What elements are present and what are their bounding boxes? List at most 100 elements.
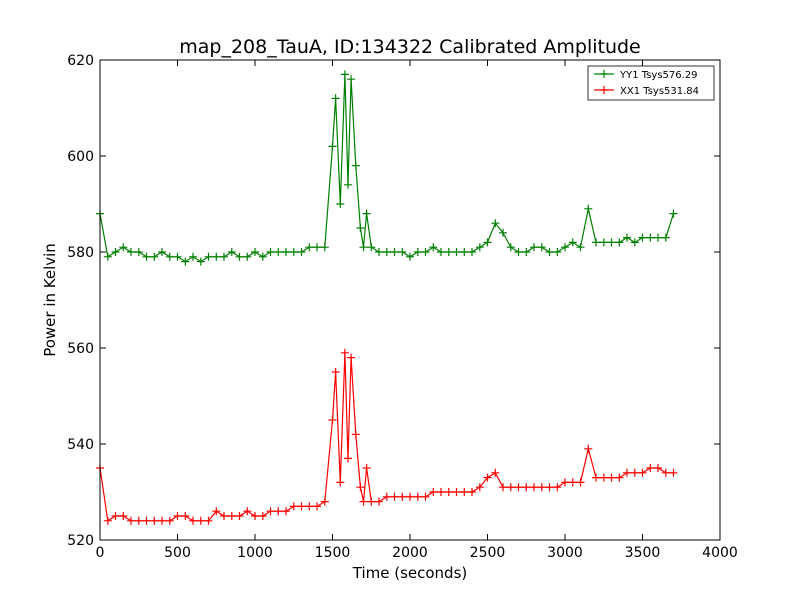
data-point-yy1 — [305, 243, 314, 252]
data-point-yy1 — [356, 224, 365, 232]
x-tick-label: 1500 — [315, 545, 351, 561]
data-point-xx1 — [421, 492, 430, 501]
data-point-xx1 — [258, 512, 267, 520]
data-point-xx1 — [127, 516, 135, 525]
y-tick-label: 540 — [67, 437, 94, 453]
y-tick-label: 580 — [67, 245, 94, 261]
data-point-xx1 — [331, 368, 340, 376]
data-point-yy1 — [499, 228, 507, 237]
data-point-xx1 — [506, 483, 515, 492]
data-point-xx1 — [142, 516, 151, 525]
data-point-xx1 — [297, 502, 306, 511]
data-point-yy1 — [537, 243, 546, 252]
data-point-yy1 — [340, 70, 349, 79]
data-point-yy1 — [375, 248, 383, 256]
data-point-yy1 — [561, 243, 569, 252]
data-point-xx1 — [103, 516, 112, 525]
data-point-xx1 — [530, 483, 538, 492]
y-tick-label: 600 — [67, 149, 94, 165]
data-point-yy1 — [266, 248, 275, 256]
data-point-yy1 — [119, 243, 128, 252]
data-point-yy1 — [362, 209, 371, 218]
data-point-xx1 — [599, 473, 608, 482]
data-point-xx1 — [150, 516, 159, 525]
y-tick-label: 520 — [67, 533, 94, 549]
data-point-xx1 — [243, 507, 252, 516]
legend: YY1 Tsys576.29 XX1 Tsys531.84 — [587, 65, 715, 101]
x-tick-label: 3000 — [547, 545, 583, 561]
data-point-yy1 — [344, 180, 352, 189]
data-point-xx1 — [669, 468, 678, 477]
data-point-yy1 — [173, 252, 182, 261]
data-point-xx1 — [220, 512, 228, 520]
data-point-yy1 — [654, 233, 662, 242]
data-point-xx1 — [251, 512, 259, 520]
data-point-xx1 — [468, 488, 476, 496]
data-point-yy1 — [331, 94, 340, 103]
data-point-yy1 — [638, 233, 647, 242]
data-point-xx1 — [173, 512, 182, 520]
data-point-yy1 — [437, 248, 445, 256]
data-point-yy1 — [142, 252, 151, 261]
data-point-yy1 — [220, 252, 228, 261]
x-tick-label: 500 — [164, 545, 191, 561]
data-point-xx1 — [646, 464, 655, 472]
data-point-xx1 — [452, 488, 461, 496]
data-point-xx1 — [654, 464, 662, 472]
data-point-xx1 — [406, 492, 414, 501]
data-point-yy1 — [251, 248, 259, 256]
data-point-yy1 — [475, 243, 484, 252]
data-point-yy1 — [359, 243, 368, 252]
data-point-xx1 — [499, 483, 507, 492]
data-point-yy1 — [429, 243, 438, 252]
data-point-yy1 — [452, 248, 461, 256]
data-point-yy1 — [212, 252, 221, 261]
data-point-yy1 — [661, 233, 670, 242]
data-point-yy1 — [235, 252, 244, 261]
data-point-yy1 — [320, 243, 329, 252]
legend-label-xx1: XX1 Tsys531.84 — [620, 86, 699, 97]
data-point-xx1 — [305, 502, 314, 511]
data-point-yy1 — [522, 248, 531, 256]
data-point-xx1 — [282, 507, 290, 516]
ticks-layer: 0 500 1000 1500 2000 2500 3000 3500 4000 520 540 56… — [67, 53, 738, 561]
data-point-yy1 — [491, 219, 500, 228]
data-point-yy1 — [189, 252, 197, 261]
data-point-yy1 — [367, 243, 376, 252]
data-point-xx1 — [313, 502, 321, 511]
data-point-xx1 — [235, 512, 244, 520]
series-layer — [96, 70, 678, 525]
data-point-xx1 — [351, 430, 360, 439]
data-point-yy1 — [584, 204, 593, 213]
data-point-yy1 — [336, 200, 345, 208]
data-point-yy1 — [483, 238, 492, 247]
data-point-yy1 — [568, 238, 577, 247]
data-point-xx1 — [274, 507, 283, 516]
data-point-xx1 — [320, 497, 329, 506]
data-point-yy1 — [150, 252, 159, 261]
data-point-yy1 — [282, 248, 290, 256]
data-point-xx1 — [119, 512, 128, 520]
x-tick-label: 1000 — [237, 545, 273, 561]
data-point-xx1 — [375, 497, 383, 506]
data-point-xx1 — [362, 464, 371, 472]
data-point-xx1 — [630, 468, 639, 477]
data-point-xx1 — [576, 478, 585, 487]
data-point-xx1 — [289, 502, 298, 511]
data-point-xx1 — [158, 516, 166, 525]
data-point-xx1 — [212, 507, 221, 516]
x-tick-label: 2500 — [470, 545, 506, 561]
data-point-yy1 — [623, 233, 631, 242]
data-point-xx1 — [623, 468, 631, 477]
data-point-yy1 — [398, 248, 407, 256]
data-point-xx1 — [181, 512, 190, 520]
data-point-xx1 — [537, 483, 546, 492]
data-point-xx1 — [437, 488, 445, 496]
chart-title: map_208_TauA, ID:134322 Calibrated Ampli… — [179, 36, 641, 58]
data-point-xx1 — [390, 492, 399, 501]
data-point-yy1 — [592, 238, 600, 247]
data-point-xx1 — [413, 492, 422, 501]
y-axis-label: Power in Kelvin — [41, 243, 59, 357]
data-point-yy1 — [181, 257, 190, 266]
